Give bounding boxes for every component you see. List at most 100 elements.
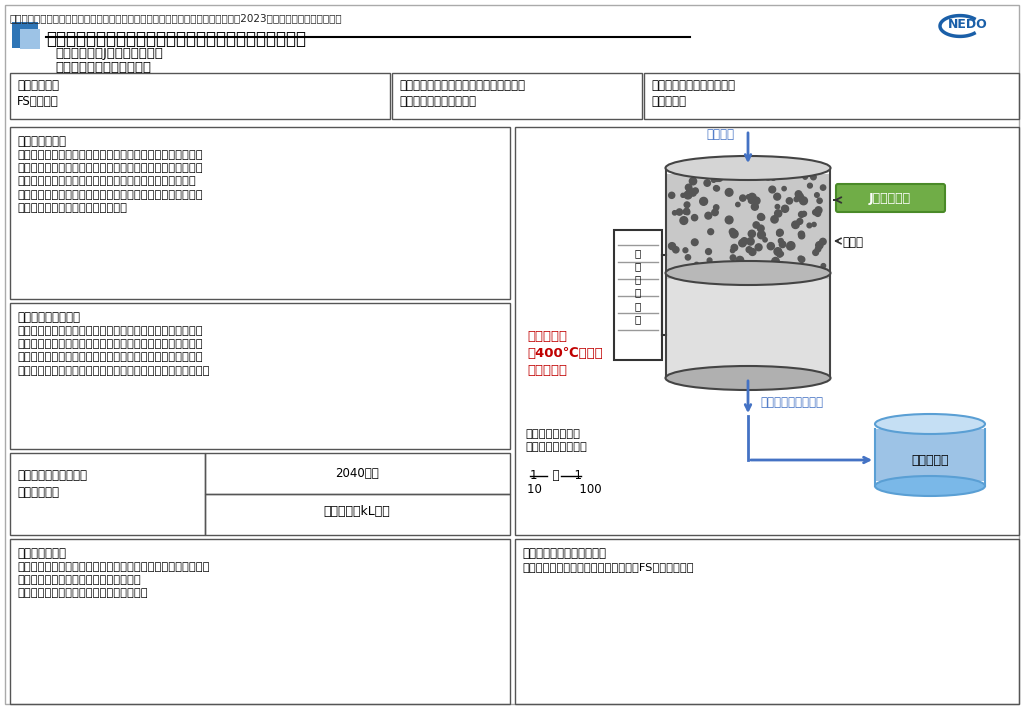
Circle shape [680,217,688,225]
Circle shape [803,172,808,177]
Circle shape [752,203,759,210]
Circle shape [779,252,783,256]
Circle shape [708,229,714,235]
Text: テーマ名：排熱利用による生物分解処理能力向上化の調査: テーマ名：排熱利用による生物分解処理能力向上化の調査 [46,30,306,48]
Circle shape [684,191,692,199]
Circle shape [803,174,807,179]
Circle shape [794,197,799,201]
Circle shape [705,212,712,219]
Circle shape [685,210,690,215]
Text: 助成事業者：Jトップ株式会社: 助成事業者：Jトップ株式会社 [55,47,163,60]
Text: 開発フェーズ: 開発フェーズ [17,79,59,92]
Circle shape [753,197,760,204]
Circle shape [771,216,778,223]
Circle shape [807,223,812,228]
Circle shape [800,197,808,205]
Circle shape [777,232,781,236]
Text: テーマの目的・概要: テーマの目的・概要 [17,311,80,324]
Circle shape [691,239,698,245]
Circle shape [808,183,812,188]
Bar [874,429,985,481]
Circle shape [811,174,816,180]
Text: 原水を活性炭で濃縮減容化したドレイン水を、活性炭再生時
に過熱水蒸気により熱分解前処理を行う。その後に生物処理
槽に投入することで、高分子有機化合物がどの程度低: 原水を活性炭で濃縮減容化したドレイン水を、活性炭再生時 に過熱水蒸気により熱分解… [17,326,210,376]
Circle shape [725,216,733,224]
Circle shape [797,218,803,224]
Bar [10,303,510,449]
Circle shape [782,186,786,191]
Circle shape [729,262,735,269]
Circle shape [669,192,675,199]
Circle shape [799,233,805,239]
Circle shape [816,242,823,249]
Circle shape [813,210,818,215]
Circle shape [749,198,754,203]
Circle shape [777,231,782,236]
Circle shape [778,238,783,243]
Circle shape [774,210,781,217]
Circle shape [739,195,745,201]
Circle shape [821,264,825,268]
Circle shape [676,209,683,215]
Text: 電
気
ヒ
ー
タ
ー: 電 気 ヒ ー タ ー [635,248,641,324]
Circle shape [770,170,778,178]
Bar [10,539,510,704]
Text: １億円未満: １億円未満 [651,95,686,108]
Circle shape [758,225,764,232]
Circle shape [736,257,743,264]
Circle shape [812,223,816,227]
Circle shape [781,206,788,213]
Circle shape [730,230,738,238]
Circle shape [753,222,760,228]
Bar [666,174,831,279]
Circle shape [715,186,720,191]
Circle shape [725,189,733,196]
Circle shape [714,205,719,210]
Bar [614,230,662,360]
Circle shape [749,249,756,255]
Circle shape [683,248,688,252]
Circle shape [760,215,765,220]
Text: FS調査１年: FS調査１年 [17,95,58,108]
Text: 活性汚泥等による生物処理においては、難分解性の高分子有
機化合物が効率を妨げ、排水処理が増加している。原水を弊
社自動活性炭再生型ろ過装置で噴霧熱処理した後に、: 活性汚泥等による生物処理においては、難分解性の高分子有 機化合物が効率を妨げ、排… [17,150,203,213]
Circle shape [712,178,716,182]
Bar [10,73,390,119]
Text: 活性炭: 活性炭 [842,236,863,249]
Circle shape [786,242,795,250]
Circle shape [729,228,735,235]
Circle shape [731,245,737,251]
Circle shape [777,252,782,257]
Text: 過熱水蒸気
（400℃以上）
活性炭再生: 過熱水蒸気 （400℃以上） 活性炭再生 [527,330,603,377]
Bar [10,453,205,535]
Circle shape [705,180,711,186]
Circle shape [758,213,764,220]
Circle shape [815,193,819,197]
Circle shape [749,230,756,238]
Circle shape [792,221,799,228]
Circle shape [713,174,721,182]
Circle shape [749,194,756,201]
Bar [392,73,642,119]
Circle shape [820,185,825,190]
Circle shape [786,244,793,250]
Circle shape [730,249,734,252]
Circle shape [708,258,712,263]
Text: 省エネ効果量（国内）
（原油換算）: 省エネ効果量（国内） （原油換算） [17,469,87,499]
Text: 関連する「省エネ技術戦略の重要技術」: 関連する「省エネ技術戦略の重要技術」 [399,79,525,92]
Circle shape [775,204,779,209]
Bar [20,29,40,49]
Bar [515,127,1019,535]
Circle shape [796,193,804,201]
Circle shape [798,256,803,261]
Circle shape [685,184,692,191]
Ellipse shape [666,156,830,180]
Circle shape [786,198,793,204]
Circle shape [769,186,775,193]
Text: 処理水とドレイン水: 処理水とドレイン水 [760,396,823,409]
Circle shape [774,194,780,200]
Circle shape [712,209,718,216]
Bar [12,22,38,48]
Text: 2040年度: 2040年度 [335,467,379,480]
Circle shape [815,207,822,213]
Circle shape [799,231,805,238]
Ellipse shape [666,366,830,390]
